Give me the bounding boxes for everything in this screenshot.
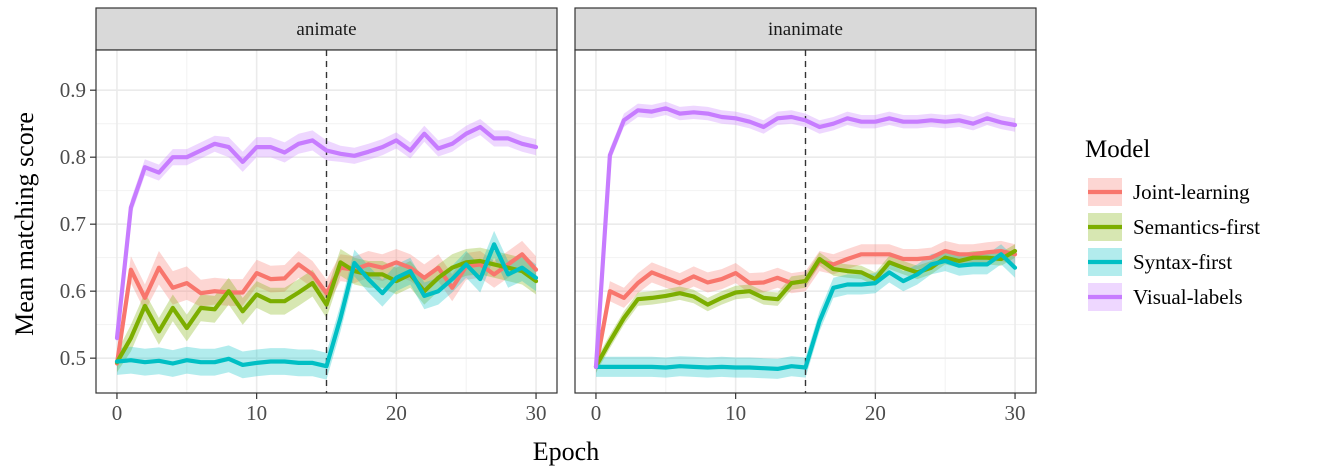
facet-strip: [95, 7, 558, 51]
x-tick-label: 0: [112, 401, 123, 425]
y-tick-label: 0.7: [60, 212, 86, 236]
facet-strip: [574, 7, 1037, 51]
legend: Model Joint-learning Semantics-first Syntax…: [1085, 136, 1260, 311]
x-tick-label: 20: [865, 401, 886, 425]
legend-title: Model: [1085, 136, 1150, 163]
y-tick-label: 0.9: [60, 78, 86, 102]
series-line-visual-labels: [593, 106, 1018, 369]
legend-label: Joint-learning: [1133, 180, 1250, 204]
y-tick-label: 0.5: [60, 346, 86, 370]
x-tick-label: 10: [246, 401, 267, 425]
legend-item: Visual-labels: [1088, 283, 1243, 311]
series-line-semantics-first: [593, 248, 1018, 369]
y-axis-title: Mean matching score: [10, 112, 39, 336]
x-tick-label: 10: [725, 401, 746, 425]
y-tick-label: 0.6: [60, 279, 86, 303]
legend-label: Semantics-first: [1133, 215, 1260, 239]
legend-item: Semantics-first: [1088, 213, 1260, 241]
panel-animate: animate 0 10 20 30 0.5 0.6 0.7 0.8 0.9: [60, 7, 558, 425]
panel-border: [574, 49, 1037, 394]
x-tick-label: 0: [591, 401, 602, 425]
facet-strip-label: animate: [296, 19, 356, 40]
ribbon-joint-learning: [596, 240, 1015, 374]
legend-label: Syntax-first: [1133, 250, 1232, 274]
legend-item: Joint-learning: [1088, 178, 1250, 206]
ribbon-visual-labels: [117, 119, 536, 345]
panel-border: [95, 49, 558, 394]
panel-inanimate: inanimate 0 10 20 30: [574, 7, 1037, 425]
legend-item: Syntax-first: [1088, 248, 1232, 276]
ribbon-semantics-first: [117, 247, 536, 373]
panels: animate 0 10 20 30 0.5 0.6 0.7 0.8 0.9 inanimate 0 1…: [60, 7, 1037, 425]
y-tick-label: 0.8: [60, 145, 86, 169]
facet-strip-label: inanimate: [768, 19, 843, 40]
series-line-syntax-first: [114, 242, 539, 369]
x-tick-label: 30: [1005, 401, 1026, 425]
series-line-visual-labels: [114, 124, 539, 341]
x-axis-title: Epoch: [533, 437, 599, 466]
ribbon-visual-labels: [596, 101, 1015, 374]
series-line-syntax-first: [593, 252, 1018, 371]
legend-label: Visual-labels: [1133, 285, 1243, 309]
x-tick-label: 30: [526, 401, 547, 425]
x-tick-label: 20: [386, 401, 407, 425]
